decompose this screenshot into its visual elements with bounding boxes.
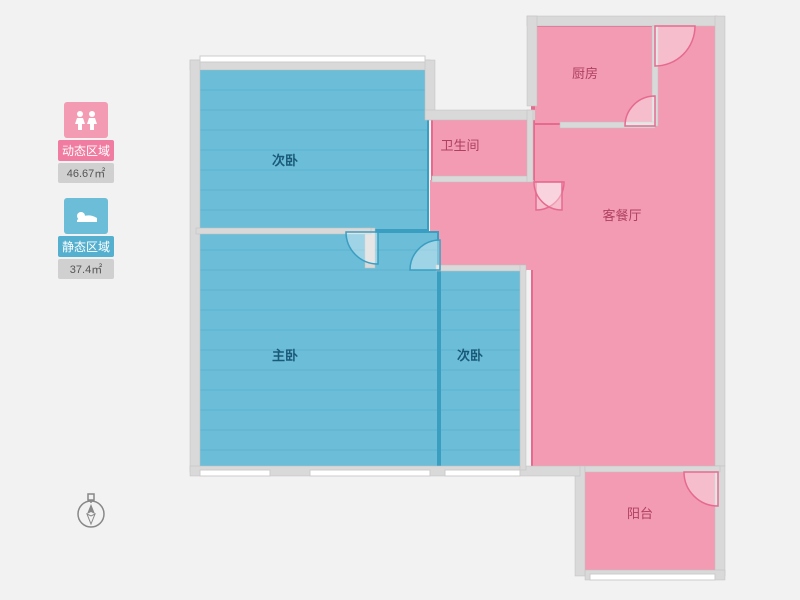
wall bbox=[520, 265, 526, 470]
wall bbox=[715, 16, 725, 466]
legend-dynamic-title: 动态区域 bbox=[58, 140, 114, 161]
wall bbox=[432, 176, 532, 182]
label-次卧: 次卧 bbox=[272, 153, 298, 168]
compass-icon bbox=[75, 492, 107, 535]
wall bbox=[527, 16, 537, 106]
legend-static: 静态区域 37.4㎡ bbox=[58, 198, 114, 279]
room-次卧 bbox=[440, 270, 522, 468]
legend-static-title: 静态区域 bbox=[58, 236, 114, 257]
label-主卧: 主卧 bbox=[272, 348, 298, 363]
sleep-icon bbox=[64, 198, 108, 234]
label-厨房: 厨房 bbox=[572, 66, 598, 81]
wall bbox=[190, 60, 200, 472]
wall bbox=[585, 466, 720, 472]
people-icon bbox=[64, 102, 108, 138]
floorplan-canvas: 客餐厅厨房卫生间阳台次卧主卧次卧 bbox=[0, 0, 800, 600]
wall bbox=[196, 228, 371, 234]
label-卫生间: 卫生间 bbox=[440, 138, 479, 153]
legend-dynamic: 动态区域 46.67㎡ bbox=[58, 102, 114, 183]
room-主卧 bbox=[198, 232, 438, 468]
wall bbox=[575, 466, 585, 576]
wall bbox=[527, 16, 717, 26]
legend-static-area: 37.4㎡ bbox=[58, 259, 114, 279]
label-客餐厅: 客餐厅 bbox=[602, 208, 641, 223]
wall bbox=[436, 265, 526, 271]
wall bbox=[425, 110, 535, 120]
label-阳台: 阳台 bbox=[627, 506, 653, 521]
wall bbox=[527, 110, 533, 182]
room-次卧 bbox=[198, 68, 428, 230]
label-次卧: 次卧 bbox=[457, 348, 483, 363]
legend-dynamic-area: 46.67㎡ bbox=[58, 163, 114, 183]
